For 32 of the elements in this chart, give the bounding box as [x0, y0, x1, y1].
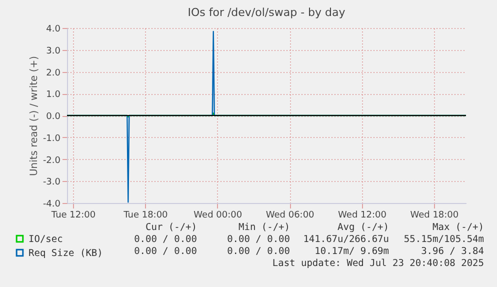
- text: 141.67u/266.67u: [303, 234, 389, 245]
- y-tick-label: -2.0: [42, 156, 61, 166]
- text: Max (-/+): [432, 222, 484, 233]
- y-tick-label: -4.0: [42, 200, 61, 210]
- text: Last update: Wed Jul 23 20:40:08 2025: [272, 258, 484, 269]
- y-tick-label: 2.0: [46, 68, 61, 78]
- x-tick-label: Tue 12:00: [50, 210, 96, 220]
- text: Min (-/+): [238, 222, 290, 233]
- text: 0.00 / 0.00: [227, 246, 290, 257]
- x-tick-label: Wed 12:00: [338, 210, 387, 220]
- text: 3.96 / 3.84: [421, 246, 484, 257]
- y-tick-label: -1.0: [42, 134, 61, 144]
- x-tick-label: Wed 18:00: [410, 210, 459, 220]
- x-tick-label: Wed 06:00: [266, 210, 315, 220]
- text: Cur (-/+): [146, 222, 197, 233]
- y-tick-label: -3.0: [42, 178, 61, 188]
- y-tick-label: 1.0: [46, 90, 61, 100]
- y-tick-label: 4.0: [46, 24, 61, 34]
- legend-label: Req Size (KB): [28, 248, 103, 259]
- chart-title: IOs for /dev/ol/swap - by day: [188, 6, 346, 19]
- text: 10.17m/ 9.69m: [314, 246, 389, 257]
- y-axis-title: Units read (-) / write (+): [28, 56, 40, 176]
- text: 0.00 / 0.00: [134, 246, 197, 257]
- text: Avg (-/+): [338, 222, 389, 233]
- legend-label: IO/sec: [28, 234, 63, 245]
- y-tick-label: 0.0: [46, 112, 61, 122]
- y-tick-label: 3.0: [46, 46, 61, 56]
- x-tick-label: Tue 18:00: [122, 210, 168, 220]
- text: 0.00 / 0.00: [134, 234, 197, 245]
- text: 55.15m/105.54m: [404, 234, 484, 245]
- x-tick-label: Wed 00:00: [194, 210, 242, 220]
- text: 0.00 / 0.00: [227, 234, 290, 245]
